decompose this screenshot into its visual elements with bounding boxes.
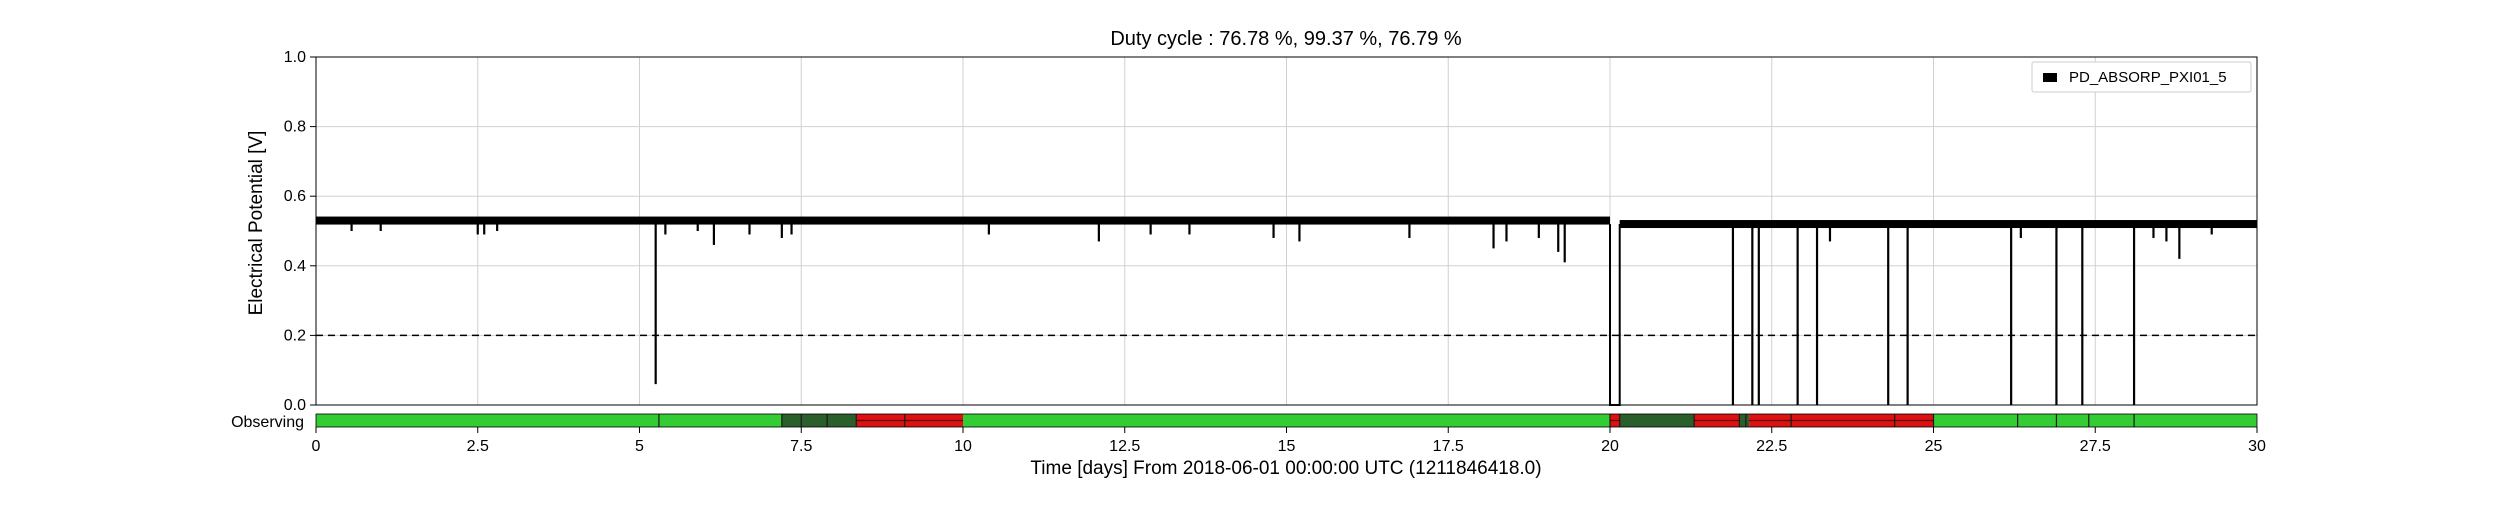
legend-label: PD_ABSORP_PXI01_5 — [2069, 69, 2227, 86]
x-tick-label: 17.5 — [1433, 438, 1464, 455]
state-segment-observing — [316, 414, 782, 427]
state-segment-dark — [1619, 414, 1695, 427]
series-outage — [1609, 224, 1621, 406]
x-axis-ticks: 0 2.5 5 7.5 10 12.5 15 17.5 20 22.5 25 27.5 30 — [312, 427, 2266, 455]
state-segment-dark — [781, 414, 857, 427]
y-tick-label: 0.8 — [284, 119, 306, 136]
x-tick-label: 30 — [2248, 438, 2266, 455]
x-tick-label: 27.5 — [2080, 438, 2111, 455]
x-tick-label: 20 — [1601, 438, 1619, 455]
y-tick-label: 0.2 — [284, 327, 306, 344]
x-tick-label: 7.5 — [790, 438, 812, 455]
legend: PD_ABSORP_PXI01_5 — [2031, 61, 2252, 93]
x-tick-label: 22.5 — [1756, 438, 1787, 455]
y-tick-label: 0.4 — [284, 258, 306, 275]
x-tick-label: 5 — [635, 438, 644, 455]
y-axis-label: Electrical Potential [V] — [246, 131, 267, 316]
y-tick-label: 0.0 — [284, 397, 306, 414]
legend-swatch — [2043, 73, 2057, 82]
grid-lines — [315, 56, 2258, 406]
state-bar — [315, 413, 2258, 428]
x-tick-label: 15 — [1278, 438, 1296, 455]
plot-frame — [315, 56, 2258, 406]
x-tick-label: 0 — [312, 438, 321, 455]
series-baseline-band — [316, 216, 1610, 225]
y-tick-label: 0.6 — [284, 188, 306, 205]
series-baseline-band — [1619, 220, 2257, 229]
x-tick-label: 10 — [954, 438, 972, 455]
x-tick-label: 25 — [1925, 438, 1943, 455]
state-segment-dark — [1739, 414, 1750, 427]
y-tick-label: 1.0 — [284, 49, 306, 66]
state-bar-label: Observing — [231, 414, 304, 431]
chart-title: Duty cycle : 76.78 %, 99.37 %, 76.79 % — [1110, 28, 1462, 50]
x-tick-label: 12.5 — [1109, 438, 1140, 455]
legend-box — [2031, 61, 2252, 93]
y-axis-ticks: 0.0 0.2 0.4 0.6 0.8 1.0 — [284, 49, 316, 414]
x-tick-label: 2.5 — [467, 438, 489, 455]
state-segment-observing — [1933, 414, 2257, 427]
state-segment-observing — [963, 414, 1610, 427]
x-axis-label: Time [days] From 2018-06-01 00:00:00 UTC… — [1030, 458, 1541, 479]
